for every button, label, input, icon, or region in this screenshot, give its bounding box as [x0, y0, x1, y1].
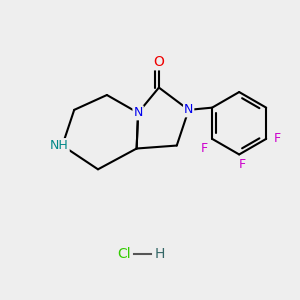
Text: N: N — [184, 103, 193, 116]
Text: F: F — [201, 142, 208, 155]
Text: H: H — [154, 247, 165, 261]
Text: O: O — [154, 55, 164, 69]
Text: F: F — [238, 158, 246, 171]
Text: NH: NH — [50, 139, 69, 152]
Text: Cl: Cl — [117, 247, 131, 261]
Text: F: F — [274, 132, 281, 146]
Text: N: N — [134, 106, 143, 119]
